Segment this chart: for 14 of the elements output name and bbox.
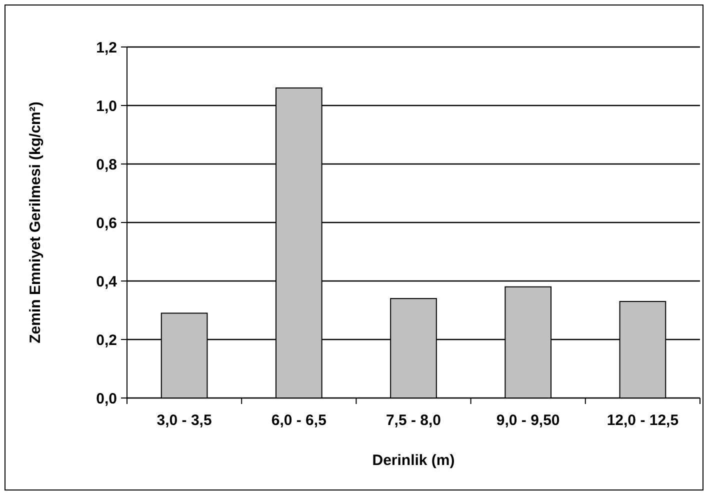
- y-tick-label: 1,0: [96, 98, 117, 115]
- y-tick-label: 0,6: [96, 214, 117, 232]
- y-tick-label: 1,2: [96, 39, 117, 56]
- y-tick-label: 0,0: [96, 390, 117, 408]
- y-tick-label: 0,4: [96, 273, 118, 290]
- x-tick-label: 9,0 - 9,50: [496, 412, 560, 429]
- y-tick-label: 0,8: [96, 156, 117, 174]
- x-tick-label: 12,0 - 12,5: [606, 412, 679, 429]
- y-axis-title: Zemin Emniyet Gerilmesi (kg/cm²): [27, 102, 44, 344]
- x-tick-label: 7,5 - 8,0: [386, 412, 442, 429]
- x-tick-label: 6,0 - 6,5: [271, 412, 326, 429]
- x-tick-label: 3,0 - 3,5: [156, 412, 212, 429]
- y-tick-label: 0,2: [96, 332, 117, 349]
- x-axis-title: Derinlik (m): [372, 452, 455, 469]
